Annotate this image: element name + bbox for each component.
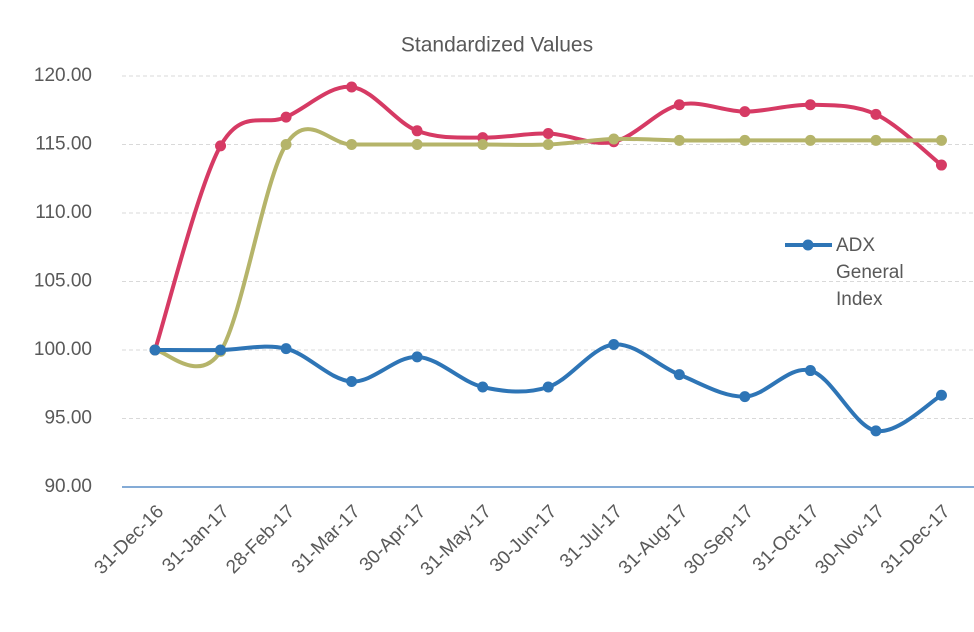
point-marker bbox=[149, 344, 161, 356]
y-tick-label: 110.00 bbox=[35, 202, 92, 223]
point-marker bbox=[411, 351, 423, 363]
chart-title: Standardized Values bbox=[401, 34, 593, 57]
point-marker bbox=[673, 369, 685, 381]
y-tick-label: 95.00 bbox=[44, 408, 92, 429]
point-marker bbox=[542, 128, 554, 140]
point-marker bbox=[673, 99, 685, 111]
point-marker bbox=[870, 425, 882, 437]
point-marker bbox=[477, 381, 489, 393]
point-marker bbox=[870, 108, 882, 120]
point-marker bbox=[739, 391, 751, 403]
point-marker bbox=[739, 134, 751, 146]
point-marker bbox=[804, 365, 816, 377]
legend-marker bbox=[802, 239, 814, 251]
x-tick-label: 31-Aug-17 bbox=[615, 501, 693, 579]
point-marker bbox=[739, 106, 751, 118]
point-marker bbox=[215, 344, 227, 356]
point-marker bbox=[870, 134, 882, 146]
point-marker bbox=[411, 139, 423, 150]
x-tick-label: 31-Mar-17 bbox=[288, 501, 365, 578]
y-tick-label: 120.00 bbox=[34, 65, 92, 86]
series-line bbox=[154, 127, 942, 369]
x-tick-label: 30-Nov-17 bbox=[811, 501, 889, 579]
x-tick-label: 31-Dec-16 bbox=[90, 501, 168, 579]
point-marker bbox=[935, 134, 947, 146]
x-tick-label: 31-Jan-17 bbox=[158, 501, 233, 576]
x-tick-label: 31-May-17 bbox=[417, 501, 496, 580]
point-marker bbox=[215, 140, 227, 152]
point-marker bbox=[542, 139, 554, 150]
point-marker bbox=[542, 381, 554, 393]
point-marker bbox=[346, 376, 358, 388]
y-tick-label: 90.00 bbox=[44, 476, 92, 497]
point-marker bbox=[804, 99, 816, 111]
point-marker bbox=[608, 133, 620, 145]
x-tick-label: 28-Feb-17 bbox=[222, 501, 299, 578]
point-marker bbox=[608, 339, 620, 351]
point-marker bbox=[346, 81, 358, 93]
x-tick-label: 30-Sep-17 bbox=[680, 501, 758, 579]
point-marker bbox=[935, 159, 947, 171]
point-marker bbox=[280, 111, 292, 123]
x-tick-label: 31-Dec-17 bbox=[877, 501, 955, 579]
point-marker bbox=[411, 125, 423, 137]
y-tick-label: 105.00 bbox=[34, 271, 92, 292]
point-marker bbox=[280, 343, 292, 355]
point-marker bbox=[280, 139, 292, 150]
y-tick-label: 115.00 bbox=[35, 134, 92, 155]
legend-label: ADX General Index bbox=[836, 235, 904, 310]
x-tick-label: 30-Jun-17 bbox=[486, 501, 561, 576]
y-tick-label: 100.00 bbox=[34, 339, 92, 360]
point-marker bbox=[804, 134, 816, 146]
point-marker bbox=[346, 139, 358, 150]
point-marker bbox=[673, 134, 685, 146]
series-line bbox=[153, 84, 943, 351]
point-marker bbox=[935, 389, 947, 401]
point-marker bbox=[477, 139, 489, 150]
